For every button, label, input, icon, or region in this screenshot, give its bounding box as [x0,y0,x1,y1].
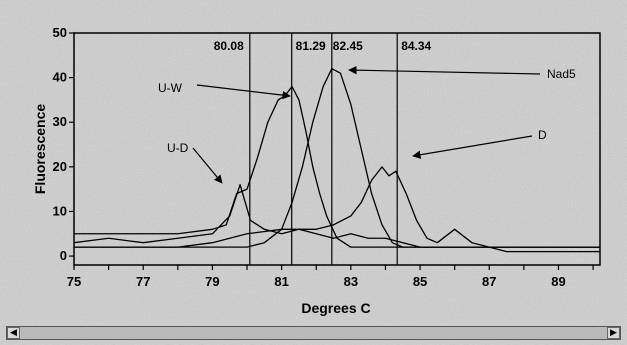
series-line-u-d [73,184,600,248]
scroll-left-arrow-icon[interactable]: ◀ [7,327,20,339]
annotation-arrow [196,84,291,100]
peak-label: 80.08 [214,39,244,53]
peak-marker-lines: 80.08 81.29 82.45 84.34 [214,33,432,265]
plot-area [73,32,601,266]
annotation-arrow [192,147,223,184]
annotation-label: Nad5 [547,67,576,81]
x-tick-label: 83 [344,274,358,289]
annotation-label: U-D [167,141,189,155]
x-tick-label: 77 [136,274,150,289]
x-tick-label: 87 [482,274,496,289]
x-tick-label: 79 [205,274,219,289]
series-line-nad5 [74,68,600,248]
annotation-label: U-W [158,81,183,95]
x-tick-label: 85 [413,274,427,289]
annotation-arrow [412,135,533,159]
peak-label: 81.29 [296,39,326,53]
y-tick-label: 10 [53,203,67,218]
x-axis-ticks: 75 77 79 81 83 85 87 89 [67,265,594,289]
y-tick-label: 20 [53,159,67,174]
series-line-d [74,166,600,253]
y-axis-ticks: 0 10 20 30 40 50 [53,25,74,263]
y-tick-label: 40 [53,70,67,85]
x-tick-label: 75 [67,274,81,289]
peak-label: 82.45 [333,39,363,53]
annotation-arrow [348,65,541,75]
y-tick-label: 50 [53,25,67,40]
y-axis-title: Fluorescence [32,104,48,194]
y-tick-label: 30 [53,114,67,129]
series-lines [73,68,600,253]
horizontal-scrollbar[interactable]: ◀ ▶ [6,326,621,340]
x-tick-label: 81 [274,274,288,289]
x-axis-title: Degrees C [301,300,370,316]
annotation-label: D [538,128,547,142]
series-annotations: U-W Nad5 U-D D [158,65,576,184]
peak-label: 84.34 [401,39,431,53]
x-tick-label: 89 [551,274,565,289]
y-tick-label: 0 [60,248,67,263]
scroll-right-arrow-icon[interactable]: ▶ [607,327,620,339]
